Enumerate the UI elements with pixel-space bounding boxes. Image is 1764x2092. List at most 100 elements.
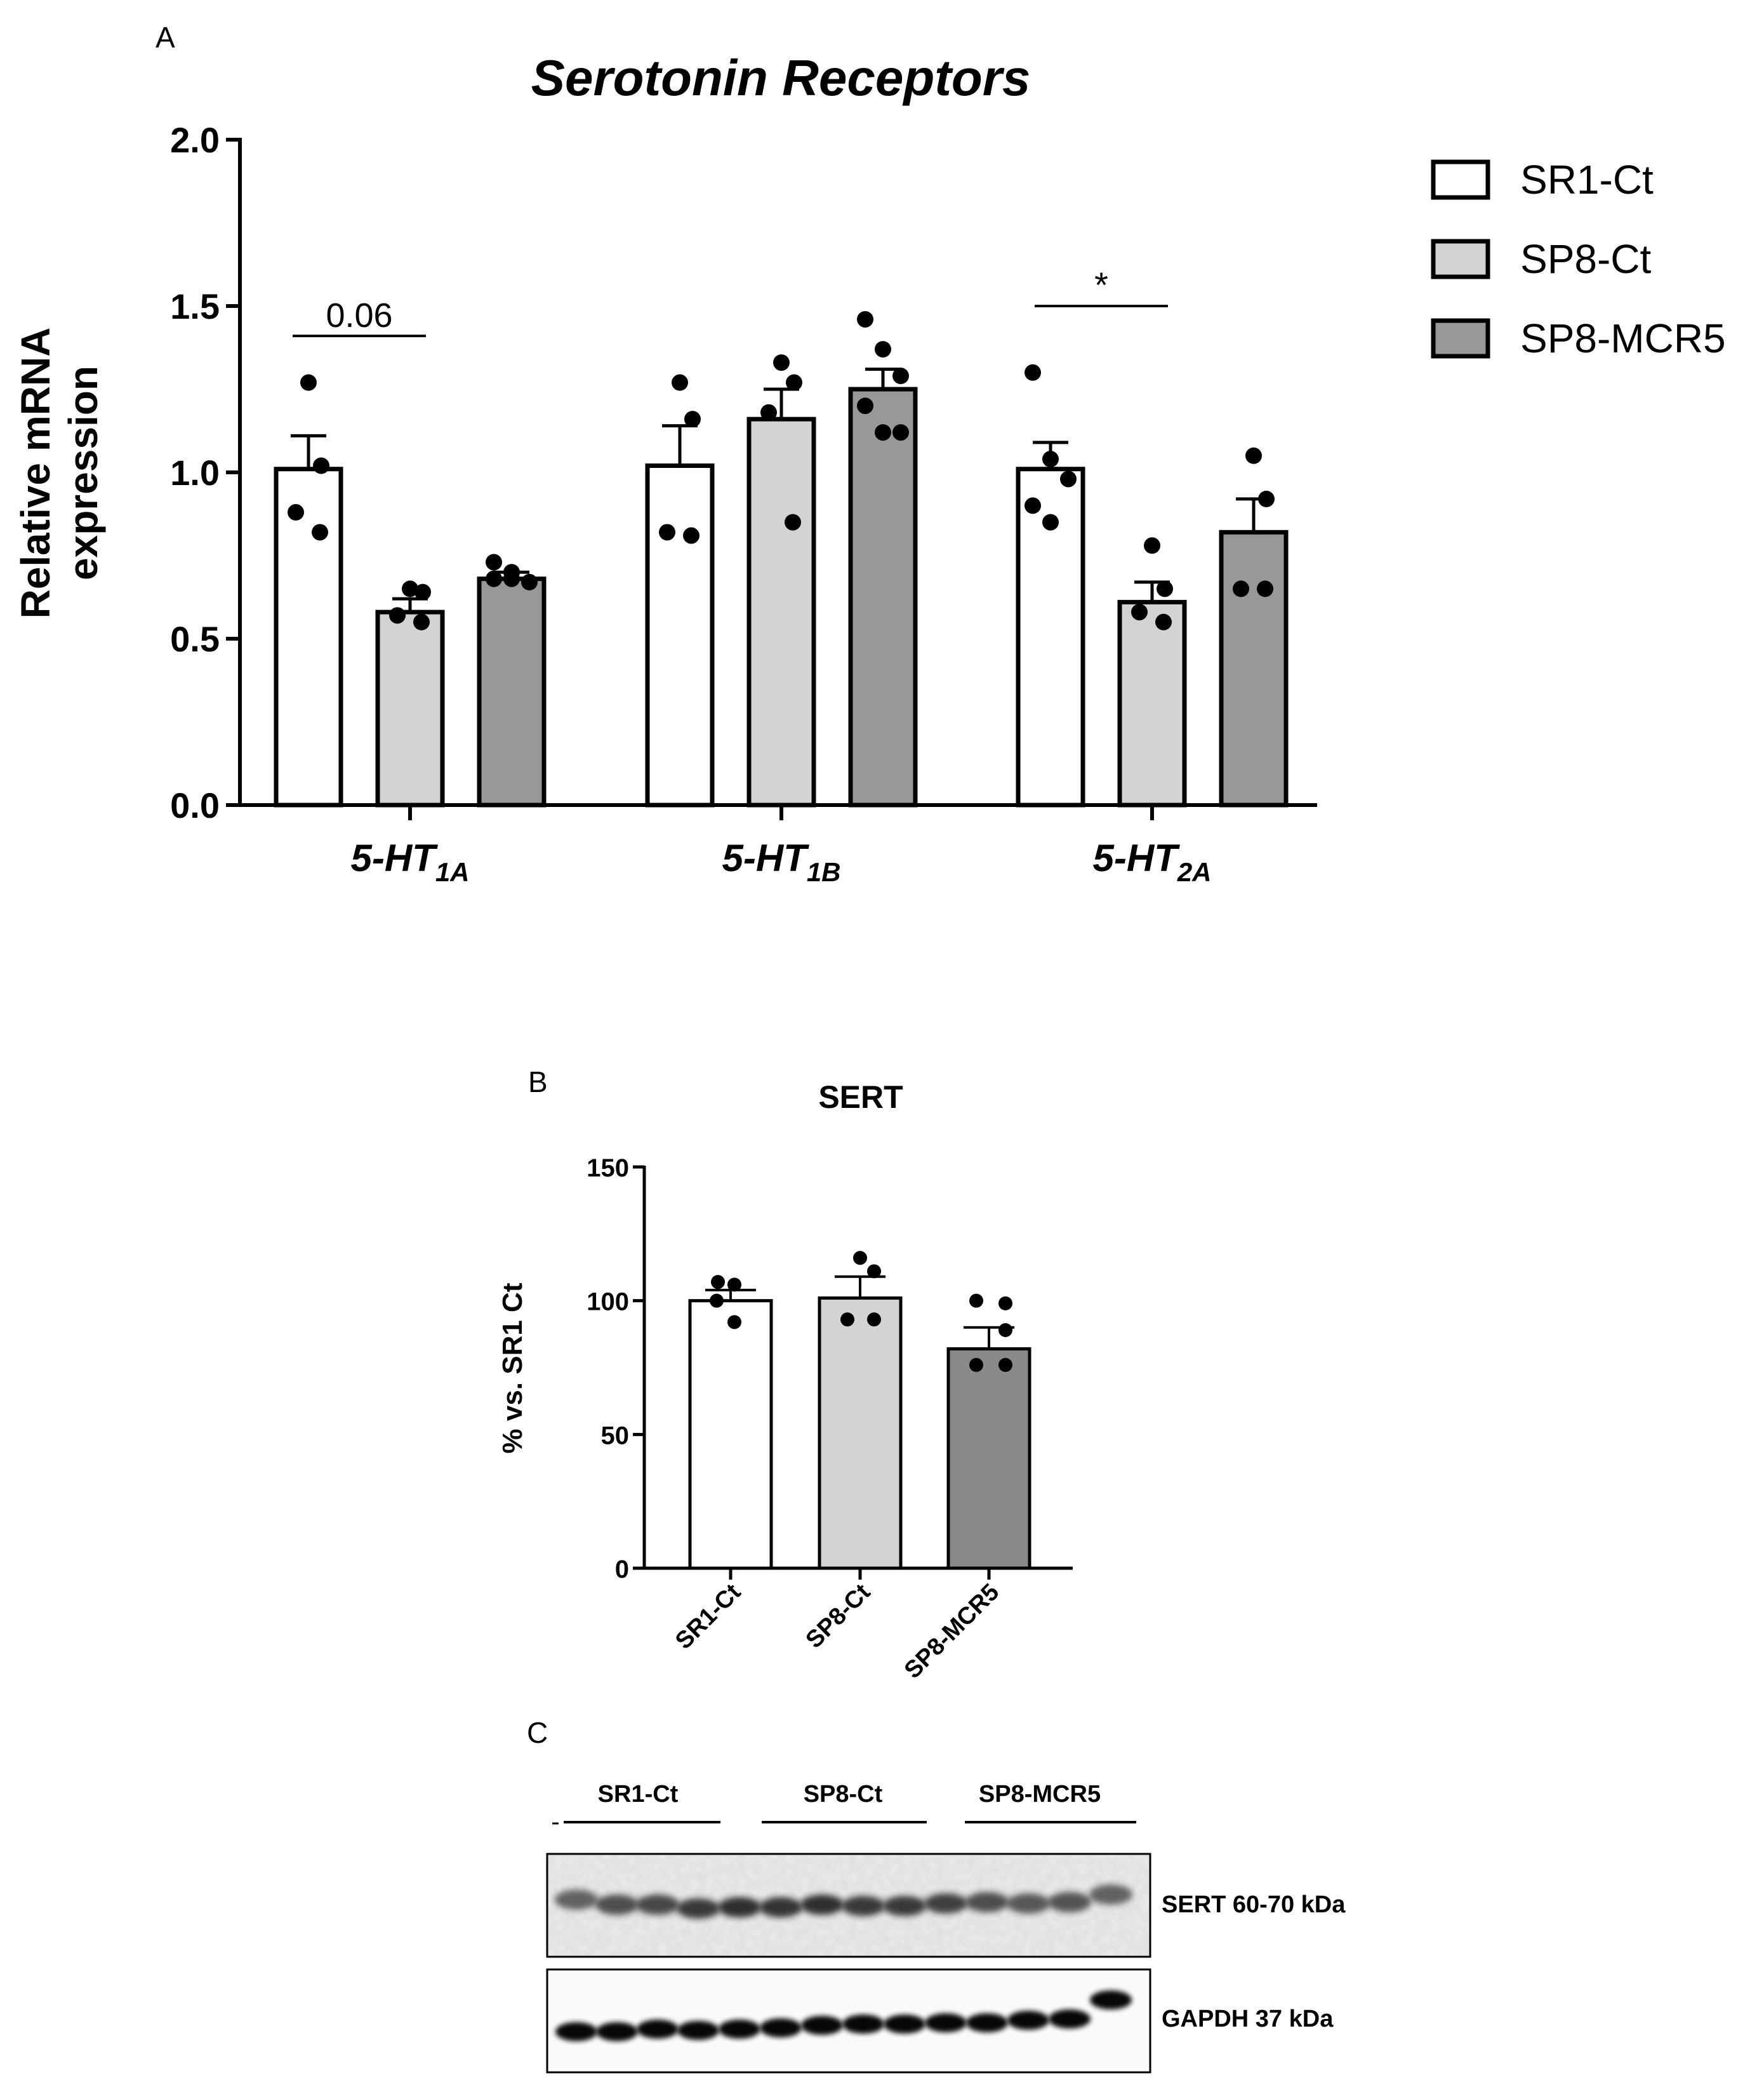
category-label: 5-HT1B: [722, 837, 840, 887]
data-point: [486, 570, 502, 587]
blot-group-labels: SR1-Ct SP8-Ct SP8-MCR5: [564, 1781, 1136, 1823]
sert-band: [1007, 1893, 1050, 1914]
panel-b-title: SERT: [818, 1079, 903, 1115]
data-point: [1042, 514, 1059, 531]
sert-band: [759, 1897, 802, 1917]
bar-sp8-ct: [375, 610, 445, 808]
blot-label-sert: SERT 60-70 kDa: [1162, 1891, 1346, 1918]
gapdh-band: [760, 2018, 802, 2037]
data-point: [1144, 537, 1160, 554]
blot-gapdh-frame: [546, 1968, 1151, 2074]
sert-band: [595, 1895, 639, 1915]
panel-a-legend: SR1-Ct SP8-Ct SP8-MCR5: [1431, 157, 1726, 361]
panel-a-letter: A: [156, 21, 175, 54]
sert-band: [718, 1897, 761, 1917]
panel-a-axes: 0.00.51.01.52.05-HT1A 5-HT1B 5-HT2A: [170, 120, 1317, 887]
panel-b: B SERT 0 50 100 150 % vs. SR1 Ct SR1-Ct SP8-Ct…: [497, 1065, 1073, 1684]
sert-band: [1048, 1892, 1091, 1912]
blot-sert-bands: [555, 1884, 1132, 1919]
data-point: [1025, 497, 1041, 514]
significance-label: 0.06: [326, 296, 392, 335]
category-label-subscript: 1A: [435, 857, 470, 887]
data-point: [969, 1357, 983, 1372]
x-tick-label: SR1-Ct: [670, 1578, 746, 1655]
gapdh-band: [842, 2015, 884, 2034]
data-point: [1155, 613, 1172, 630]
data-point: [402, 580, 418, 597]
bar-sp8-mcr5: [1219, 530, 1289, 808]
panel-a-y-axis-label: Relative mRNA expression: [13, 328, 106, 619]
y-tick-label: 100: [587, 1288, 629, 1316]
legend-label: SP8-MCR5: [1520, 316, 1726, 361]
bar-sp8-mcr5: [848, 387, 918, 808]
panel-c-letter: C: [527, 1716, 548, 1749]
data-point: [969, 1293, 983, 1308]
significance-label: *: [1094, 265, 1108, 305]
bar-sr1-ct: [645, 463, 715, 808]
data-point: [892, 368, 909, 385]
data-point: [1025, 364, 1041, 381]
category-label-base: 5-HT: [722, 837, 809, 879]
category-label: 5-HT2A: [1092, 837, 1211, 887]
data-point: [786, 374, 802, 391]
sert-band: [924, 1893, 967, 1914]
data-point: [672, 374, 688, 391]
panel-a-annotations: 0.06 *: [293, 265, 1168, 338]
blot-gapdh: [546, 1968, 1151, 2074]
y-tick-label: 0: [615, 1556, 629, 1583]
data-point: [998, 1357, 1012, 1372]
gapdh-band: [884, 2015, 925, 2034]
y-tick-label: 0.5: [170, 619, 220, 659]
blot-group-label: SP8-Ct: [804, 1781, 883, 1808]
bar-sr1-ct: [688, 1299, 773, 1570]
data-point: [760, 404, 777, 421]
legend-swatch-sr1-ct: [1431, 159, 1490, 200]
data-point: [857, 397, 873, 415]
legend-label: SP8-Ct: [1520, 236, 1652, 282]
sert-band: [842, 1896, 885, 1916]
blot-group-label: SP8-MCR5: [979, 1781, 1101, 1808]
data-point: [659, 524, 675, 541]
blot-label-gapdh: GAPDH 37 kDa: [1162, 2006, 1334, 2032]
gapdh-band: [555, 2022, 597, 2041]
gapdh-band: [1007, 2011, 1049, 2030]
data-point: [1233, 580, 1249, 597]
y-tick-label: 1.5: [170, 286, 220, 326]
data-point: [711, 1275, 725, 1289]
category-label: 5-HT1A: [350, 837, 469, 887]
gapdh-band: [1049, 2009, 1091, 2029]
data-point: [840, 1312, 854, 1327]
data-point: [1245, 447, 1262, 464]
data-point: [413, 613, 430, 630]
bar-sp8-ct: [1117, 599, 1187, 808]
y-axis-label-line: Relative mRNA: [13, 328, 58, 619]
y-tick-label: 0.0: [170, 785, 220, 825]
gapdh-band: [1090, 1990, 1132, 2009]
data-point: [727, 1277, 741, 1292]
y-tick-label: 2.0: [170, 120, 220, 160]
data-point: [486, 554, 502, 571]
x-tick-label: SP8-Ct: [801, 1578, 876, 1653]
gapdh-band: [925, 2013, 967, 2032]
panel-a: A Serotonin Receptors Relative mRNA expre…: [13, 21, 1726, 887]
panel-a-title: Serotonin Receptors: [531, 50, 1031, 106]
bar-sr1-ct: [274, 467, 343, 808]
data-point: [998, 1323, 1012, 1338]
legend-swatch-sp8-ct: [1431, 239, 1490, 279]
panel-b-bars: [688, 1275, 1031, 1570]
data-point: [857, 310, 873, 328]
blot-gapdh-bands: [555, 1990, 1132, 2041]
sert-band: [800, 1895, 844, 1915]
data-point: [414, 583, 431, 601]
sert-band: [555, 1889, 598, 1910]
data-point: [1258, 490, 1275, 507]
panel-a-points: [288, 310, 1275, 630]
x-tick-label: SP8-MCR5: [899, 1579, 1005, 1684]
data-point: [998, 1296, 1012, 1310]
bar-sp8-mcr5: [946, 1347, 1031, 1570]
category-label-subscript: 1B: [807, 857, 841, 887]
sert-band: [1089, 1884, 1132, 1905]
gapdh-band: [596, 2022, 638, 2041]
y-tick-label: 150: [587, 1154, 629, 1182]
